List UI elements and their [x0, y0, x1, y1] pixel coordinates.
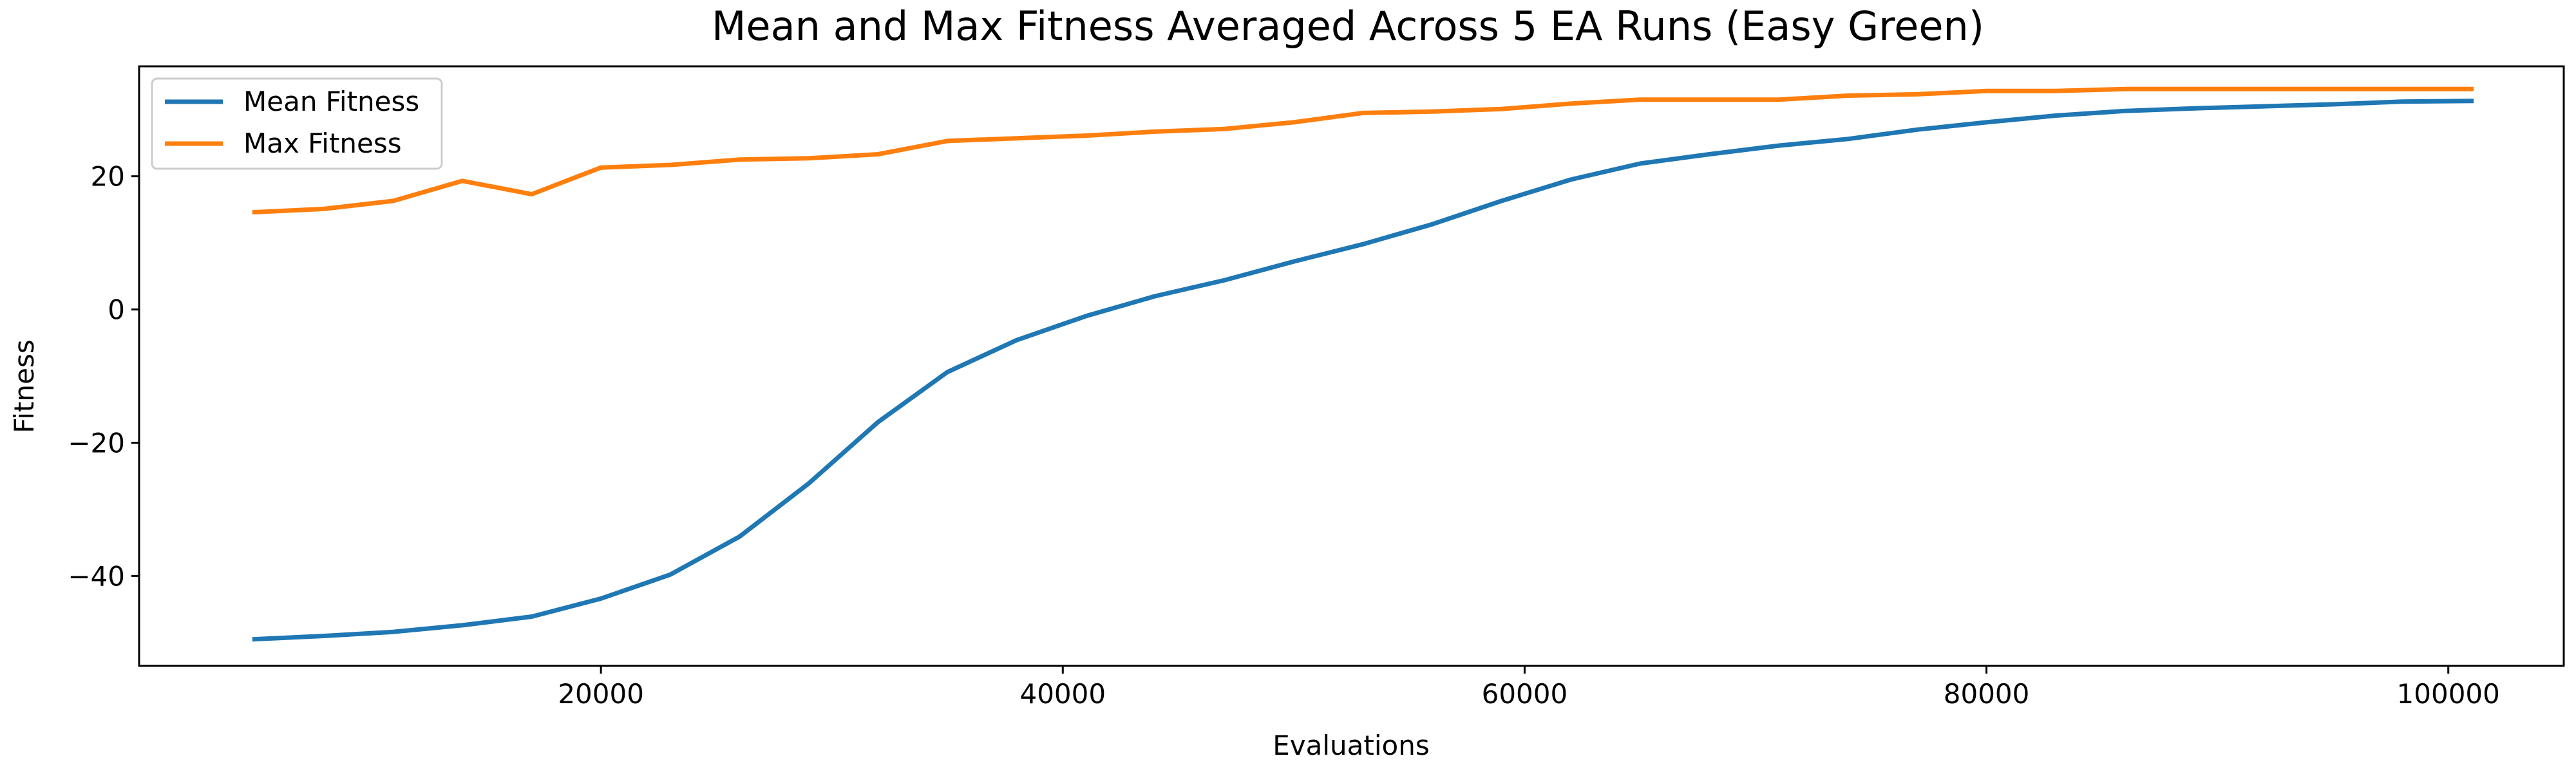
- x-tick-label: 80000: [1944, 678, 2030, 710]
- x-axis: 20000 40000 60000 80000 100000: [558, 666, 2500, 710]
- legend: Mean Fitness Max Fitness: [151, 77, 443, 170]
- y-tick-label: 20: [91, 161, 125, 193]
- legend-frame: [151, 77, 443, 170]
- y-axis-label: Fitness: [8, 339, 40, 433]
- x-tick-label: 20000: [558, 678, 644, 710]
- series-line-max-fitness: [252, 86, 2474, 215]
- x-tick-label: 60000: [1482, 678, 1568, 710]
- y-axis: −40 −20 0 20: [68, 161, 139, 592]
- series-layer: [252, 86, 2474, 642]
- plot-area-frame: [138, 65, 2565, 667]
- chart-title: Mean and Max Fitness Averaged Across 5 E…: [712, 3, 1984, 50]
- y-tick-label: 0: [108, 294, 125, 326]
- legend-label-mean-fitness: Mean Fitness: [243, 86, 419, 117]
- x-tick-label: 100000: [2397, 678, 2500, 710]
- y-tick-label: −40: [68, 560, 125, 592]
- y-tick-label: −20: [68, 427, 125, 459]
- legend-label-max-fitness: Max Fitness: [243, 128, 402, 159]
- series-line-mean-fitness: [252, 99, 2474, 642]
- x-axis-label: Evaluations: [1273, 730, 1430, 761]
- x-tick-label: 40000: [1019, 678, 1106, 710]
